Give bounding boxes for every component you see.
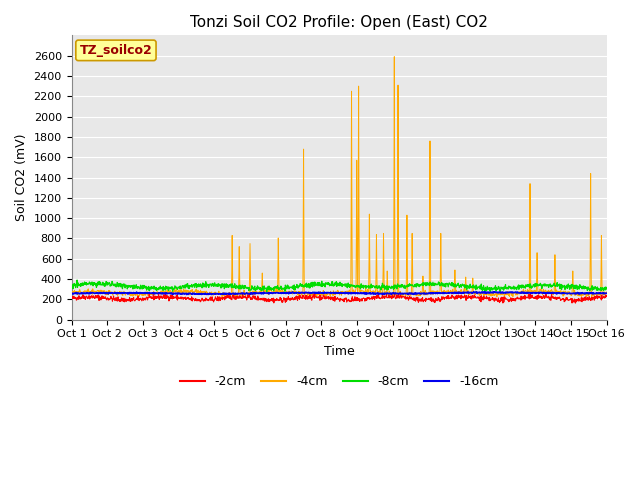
Y-axis label: Soil CO2 (mV): Soil CO2 (mV) — [15, 134, 28, 221]
Text: TZ_soilco2: TZ_soilco2 — [79, 44, 152, 57]
Title: Tonzi Soil CO2 Profile: Open (East) CO2: Tonzi Soil CO2 Profile: Open (East) CO2 — [190, 15, 488, 30]
Legend: -2cm, -4cm, -8cm, -16cm: -2cm, -4cm, -8cm, -16cm — [175, 370, 504, 393]
X-axis label: Time: Time — [324, 345, 355, 358]
